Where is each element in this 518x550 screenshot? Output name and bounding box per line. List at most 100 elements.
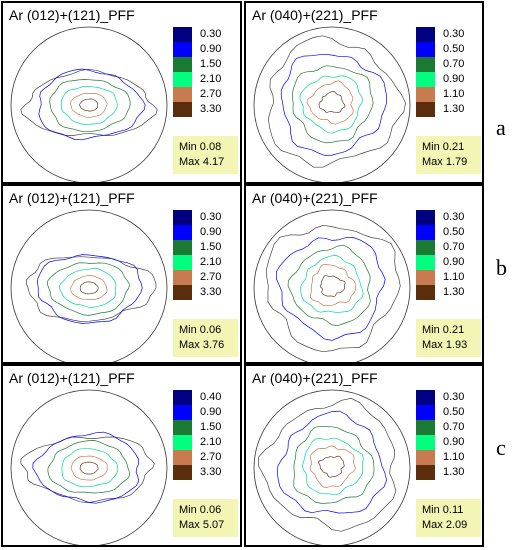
max-value: Max 1.79	[422, 156, 468, 168]
contour-line	[20, 436, 155, 503]
contour-line	[287, 244, 371, 327]
panel-title: Ar (012)+(121)_PFF	[9, 370, 135, 386]
legend-swatch	[416, 255, 435, 270]
legend-value: 1.30	[443, 286, 465, 298]
max-value: Max 1.93	[422, 339, 468, 351]
legend-value: 0.30	[443, 211, 465, 223]
min-max-box: Min 0.06 Max 3.76	[173, 319, 238, 357]
legend-value: 3.30	[200, 286, 222, 298]
legend-swatch	[416, 42, 435, 57]
contour-line	[292, 65, 374, 144]
legend-swatch	[416, 240, 435, 255]
projection-circle	[10, 26, 168, 182]
legend-value: 0.30	[443, 391, 465, 403]
legend-swatch	[416, 450, 435, 465]
legend-value: 0.90	[443, 73, 465, 85]
row-label-a: a	[496, 115, 506, 140]
min-max-box: Min 0.21 Max 1.93	[416, 319, 481, 357]
min-value: Min 0.21	[422, 324, 465, 336]
min-value: Min 0.06	[179, 504, 222, 516]
legend-value: 0.40	[200, 391, 222, 403]
legend-value: 0.50	[443, 406, 465, 418]
legend-value: 0.30	[443, 28, 465, 40]
contour-line	[79, 98, 99, 112]
contour-line	[26, 256, 157, 322]
legend-swatch	[173, 210, 192, 225]
pole-figure	[253, 389, 411, 545]
legend-value: 2.70	[200, 451, 222, 463]
legend-swatch	[173, 255, 192, 270]
contour-line	[70, 455, 108, 481]
max-value: Max 3.76	[179, 339, 225, 351]
legend-value: 1.50	[200, 421, 222, 433]
max-value: Max 4.17	[179, 156, 225, 168]
contour-line	[49, 79, 131, 133]
contour-line	[60, 85, 118, 125]
contour-line	[276, 410, 387, 514]
legend-value: 0.90	[200, 43, 222, 55]
panel: Ar (012)+(121)_PFF 0.30 0.90 1.50 2.10 2…	[1, 1, 242, 184]
legend-value: 2.10	[200, 73, 222, 85]
contour-line	[293, 425, 375, 504]
legend-swatch	[173, 225, 192, 240]
contour-line	[318, 91, 346, 113]
projection-circle	[10, 389, 168, 545]
legend-value: 0.70	[443, 421, 465, 433]
legend-value: 1.50	[200, 241, 222, 253]
legend-value: 2.10	[200, 256, 222, 268]
legend-swatch	[416, 465, 435, 480]
legend-value: 2.10	[200, 436, 222, 448]
projection-circle	[253, 26, 411, 182]
legend-swatch	[173, 72, 192, 87]
contour-line	[61, 448, 119, 488]
min-max-box: Min 0.21 Max 1.79	[416, 136, 481, 174]
contour-line	[70, 92, 108, 118]
legend-swatch	[173, 87, 192, 102]
legend-value: 1.30	[443, 466, 465, 478]
row-label-c: c	[496, 435, 506, 460]
pole-figure	[10, 26, 168, 182]
contour-line	[79, 461, 99, 475]
legend-swatch	[416, 270, 435, 285]
contour-line	[47, 440, 131, 494]
contour-line	[38, 68, 146, 141]
contour-line	[47, 262, 130, 316]
legend-swatch	[416, 285, 435, 300]
legend-swatch	[173, 27, 192, 42]
legend-swatch	[416, 27, 435, 42]
legend-value: 2.70	[200, 88, 222, 100]
legend-value: 1.10	[443, 271, 465, 283]
contour-line	[275, 237, 386, 341]
panel: Ar (040)+(221)_PFF 0.30 0.50 0.70 0.90 1…	[244, 364, 484, 547]
panel-title: Ar (012)+(121)_PFF	[9, 7, 135, 23]
contour-line	[319, 275, 346, 297]
max-value: Max 5.07	[179, 519, 225, 531]
legend-value: 1.10	[443, 451, 465, 463]
panel-title: Ar (040)+(221)_PFF	[252, 7, 378, 23]
legend-value: 0.90	[200, 406, 222, 418]
min-value: Min 0.21	[422, 141, 465, 153]
contour-line	[258, 397, 397, 532]
legend-swatch	[416, 72, 435, 87]
pole-figure	[10, 389, 168, 545]
legend-value: 0.70	[443, 58, 465, 70]
legend-value: 1.30	[443, 103, 465, 115]
min-value: Min 0.08	[179, 141, 222, 153]
contour-line	[318, 455, 345, 478]
legend-swatch	[173, 465, 192, 480]
contour-line	[70, 275, 108, 300]
legend-swatch	[416, 405, 435, 420]
legend-swatch	[173, 285, 192, 300]
contour-line	[37, 254, 143, 324]
legend-value: 2.70	[200, 271, 222, 283]
panel: Ar (012)+(121)_PFF 0.30 0.90 1.50 2.10 2…	[1, 184, 242, 364]
legend-swatch	[173, 405, 192, 420]
min-max-box: Min 0.06 Max 5.07	[173, 499, 238, 537]
legend-value: 1.50	[200, 58, 222, 70]
legend-value: 0.70	[443, 241, 465, 253]
contour-line	[300, 255, 364, 313]
min-max-box: Min 0.08 Max 4.17	[173, 136, 238, 174]
contour-line	[309, 445, 356, 488]
pole-figure	[253, 209, 411, 362]
